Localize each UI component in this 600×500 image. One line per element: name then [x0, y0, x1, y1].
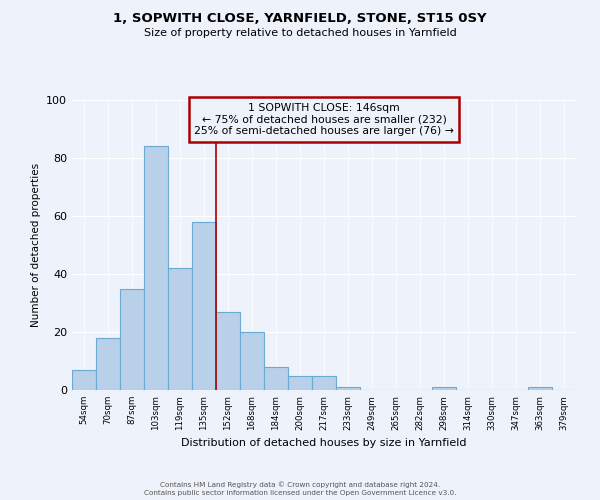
Bar — [336, 387, 360, 390]
Bar — [216, 312, 240, 390]
Bar — [432, 387, 456, 390]
Bar — [96, 338, 120, 390]
Bar — [120, 288, 144, 390]
Bar — [288, 376, 312, 390]
Bar — [144, 146, 168, 390]
Text: 1, SOPWITH CLOSE, YARNFIELD, STONE, ST15 0SY: 1, SOPWITH CLOSE, YARNFIELD, STONE, ST15… — [113, 12, 487, 26]
Bar — [168, 268, 192, 390]
Text: Contains public sector information licensed under the Open Government Licence v3: Contains public sector information licen… — [144, 490, 456, 496]
X-axis label: Distribution of detached houses by size in Yarnfield: Distribution of detached houses by size … — [181, 438, 467, 448]
Bar — [192, 222, 216, 390]
Text: 1 SOPWITH CLOSE: 146sqm
← 75% of detached houses are smaller (232)
25% of semi-d: 1 SOPWITH CLOSE: 146sqm ← 75% of detache… — [194, 103, 454, 136]
Bar — [528, 387, 552, 390]
Bar — [312, 376, 336, 390]
Text: Size of property relative to detached houses in Yarnfield: Size of property relative to detached ho… — [143, 28, 457, 38]
Bar — [240, 332, 264, 390]
Text: Contains HM Land Registry data © Crown copyright and database right 2024.: Contains HM Land Registry data © Crown c… — [160, 481, 440, 488]
Bar — [264, 367, 288, 390]
Y-axis label: Number of detached properties: Number of detached properties — [31, 163, 41, 327]
Bar — [72, 370, 96, 390]
